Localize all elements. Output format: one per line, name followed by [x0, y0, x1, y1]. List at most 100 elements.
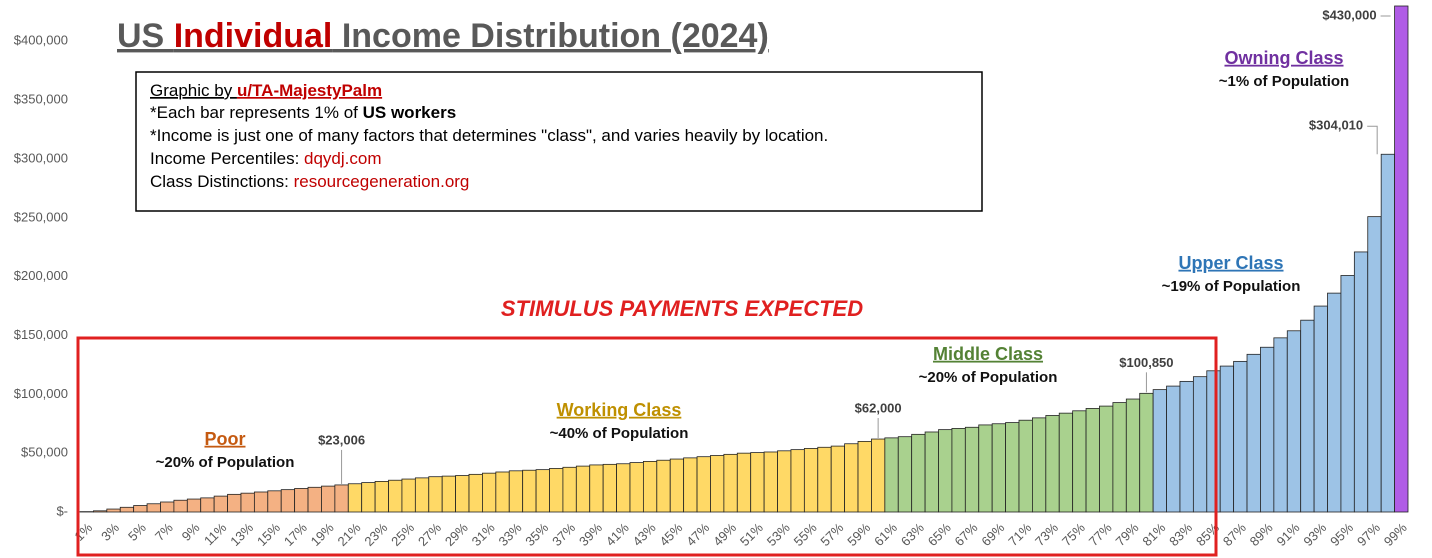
x-tick-label: 73% [1032, 520, 1061, 549]
bar [294, 488, 309, 513]
note-text: Class Distinctions: [150, 172, 294, 191]
bar [1058, 412, 1074, 513]
bar [1313, 305, 1328, 513]
bar [468, 473, 483, 513]
value-label: $100,850 [1119, 355, 1173, 370]
bar [441, 475, 456, 513]
x-tick-label: 29% [442, 520, 471, 549]
bar [186, 498, 202, 513]
x-tick-label: 5% [125, 520, 149, 544]
bar [938, 429, 953, 513]
x-tick-label: 9% [179, 520, 203, 544]
class-population: ~1% of Population [1219, 73, 1349, 90]
bar [1219, 365, 1235, 513]
x-tick-label: 83% [1166, 520, 1195, 549]
bar [522, 469, 537, 513]
class-name: Upper Class [1178, 253, 1283, 273]
bar [1380, 153, 1395, 513]
bar [1353, 251, 1369, 513]
bar [455, 475, 470, 513]
note-text: *Each bar represents 1% of [150, 103, 363, 122]
bar [1260, 346, 1275, 513]
note-box [135, 71, 983, 212]
bar [347, 483, 363, 513]
x-tick-label: 63% [898, 520, 927, 549]
x-tick-label: 35% [522, 520, 551, 549]
x-tick-label: 43% [630, 520, 659, 549]
bar [736, 452, 752, 513]
note-text: *Income is just one of many factors that… [150, 126, 828, 145]
bar [589, 464, 604, 513]
bar [1085, 408, 1100, 513]
bar [710, 455, 725, 513]
x-tick-label: 45% [656, 520, 685, 549]
bar [1125, 398, 1141, 513]
x-tick-label: 13% [227, 520, 256, 549]
x-tick-label: 95% [1327, 520, 1356, 549]
x-tick-label: 11% [201, 520, 230, 549]
bar [213, 495, 228, 513]
x-tick-label: 33% [495, 520, 524, 549]
x-tick-label: 15% [254, 520, 283, 549]
bar [1179, 380, 1194, 513]
bar [321, 485, 336, 513]
bar [1246, 353, 1261, 513]
bar [535, 469, 550, 513]
x-tick-label: 59% [844, 520, 873, 549]
title-part: US [117, 17, 174, 55]
bar [763, 451, 778, 513]
bar [602, 463, 617, 513]
bar [146, 503, 161, 513]
x-tick-label: 57% [817, 520, 846, 549]
x-tick-label: 39% [576, 520, 605, 549]
x-tick-label: 65% [925, 520, 954, 549]
bar [495, 471, 510, 513]
bar [1032, 417, 1047, 513]
x-tick-label: 7% [152, 520, 176, 544]
x-tick-label: 85% [1193, 520, 1222, 549]
note-link: u/TA-MajestyPalm [237, 81, 382, 100]
x-tick-label: 61% [871, 520, 900, 549]
bar [267, 490, 282, 513]
bar [723, 453, 738, 513]
bar [991, 423, 1006, 513]
value-label: $304,010 [1309, 118, 1363, 133]
bar [562, 466, 577, 513]
y-tick-label: $300,000 [14, 150, 68, 165]
x-tick-label: 27% [415, 520, 444, 549]
x-tick-label: 21% [335, 520, 364, 549]
y-tick-label: $50,000 [21, 445, 68, 460]
note-line: *Each bar represents 1% of US workers [150, 103, 456, 122]
x-tick-label: 91% [1274, 520, 1303, 549]
bar [575, 465, 591, 513]
bar [106, 508, 121, 513]
bar [616, 463, 631, 513]
bar [1367, 216, 1382, 513]
bar [669, 458, 685, 513]
bar [1286, 330, 1302, 513]
value-label: $430,000 [1322, 7, 1376, 22]
bar [696, 456, 711, 513]
x-tick-label: 75% [1059, 520, 1088, 549]
bar [1045, 415, 1060, 513]
bar [1072, 410, 1087, 513]
bar [1018, 419, 1033, 513]
bar [897, 436, 913, 513]
bar [629, 462, 644, 513]
bar [830, 445, 846, 513]
bar [1139, 392, 1154, 513]
bar [844, 443, 859, 513]
chart-title: US Individual Income Distribution (2024) [117, 17, 769, 55]
bar [1233, 360, 1248, 513]
x-tick-label: 25% [388, 520, 417, 549]
bar [683, 457, 698, 513]
y-tick-label: $150,000 [14, 327, 68, 342]
x-tick-label: 97% [1354, 520, 1383, 549]
y-tick-label: $- [56, 503, 68, 518]
bar [817, 446, 832, 513]
bar [227, 493, 242, 513]
bar [790, 449, 805, 513]
highlight-box [76, 336, 1218, 557]
bar [1112, 402, 1127, 513]
class-name: Middle Class [933, 344, 1043, 364]
